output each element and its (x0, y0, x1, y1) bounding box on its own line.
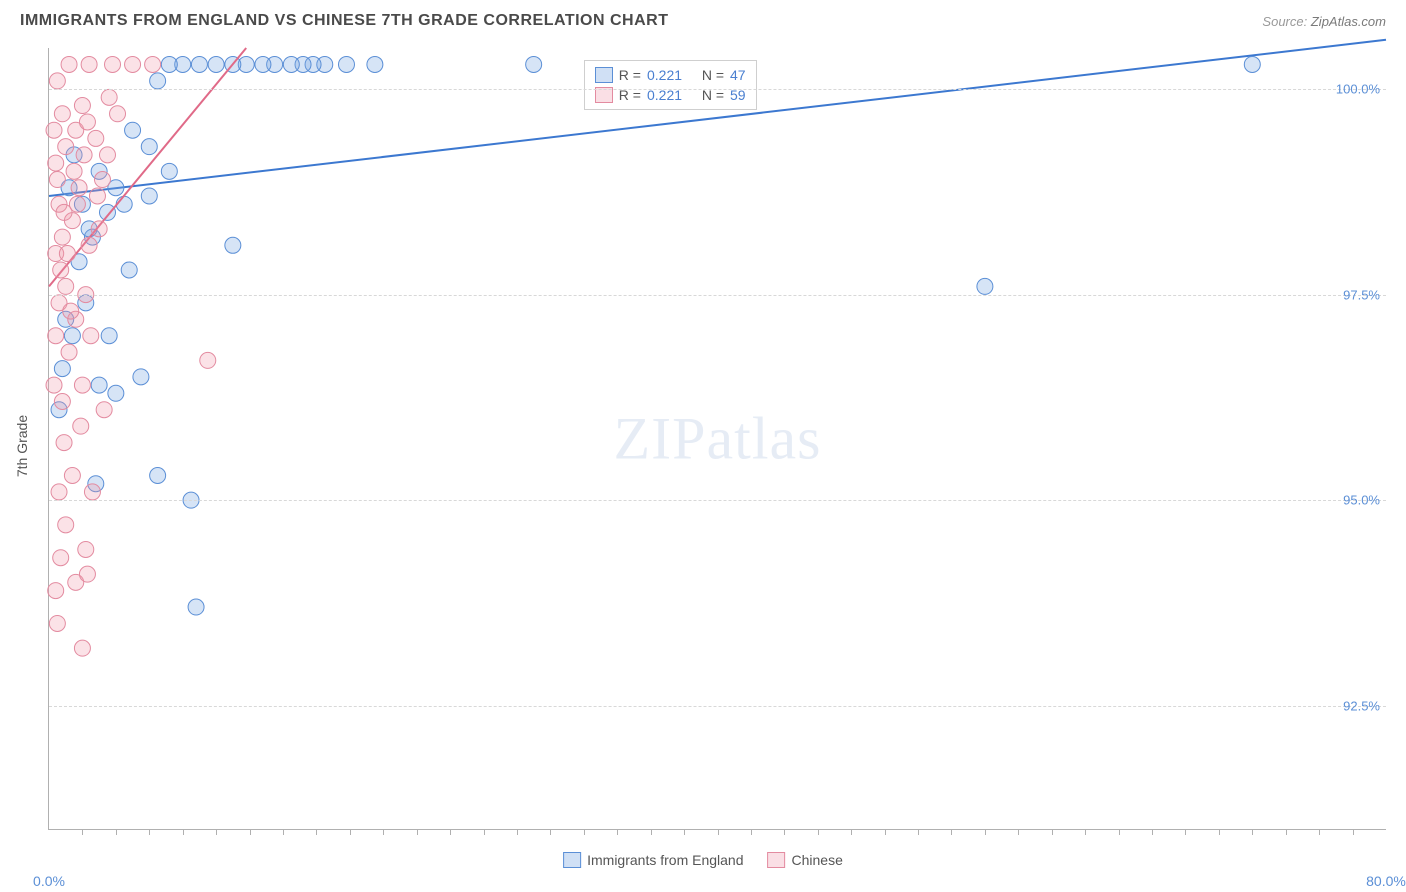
y-tick-label: 100.0% (1336, 82, 1380, 97)
legend-item: Immigrants from England (563, 852, 743, 868)
x-tick-label: 0.0% (33, 873, 65, 889)
correlation-row: R = 0.221 N = 47 (595, 65, 746, 85)
legend-swatch (595, 67, 613, 83)
n-value: 47 (730, 67, 746, 83)
source-label: Source: (1262, 14, 1307, 29)
y-tick-label: 92.5% (1343, 698, 1380, 713)
n-label: N = (702, 67, 724, 83)
y-axis-label: 7th Grade (14, 415, 30, 477)
correlation-row: R = 0.221 N = 59 (595, 85, 746, 105)
correlation-legend: R = 0.221 N = 47 R = 0.221 N = 59 (584, 60, 757, 110)
source-credit: Source: ZipAtlas.com (1262, 14, 1386, 29)
chart-plot-area: ZIPatlas R = 0.221 N = 47 R = 0.221 N = … (48, 48, 1386, 830)
legend-item: Chinese (768, 852, 843, 868)
legend-label: Immigrants from England (587, 852, 743, 868)
x-tick-label: 80.0% (1366, 873, 1406, 889)
y-tick-label: 95.0% (1343, 493, 1380, 508)
r-label: R = (619, 67, 641, 83)
chart-header: IMMIGRANTS FROM ENGLAND VS CHINESE 7TH G… (0, 0, 1406, 38)
legend-swatch (768, 852, 786, 868)
r-value: 0.221 (647, 67, 682, 83)
legend-swatch (563, 852, 581, 868)
legend-label: Chinese (792, 852, 843, 868)
source-value: ZipAtlas.com (1311, 14, 1386, 29)
scatter-plot-svg (49, 48, 1386, 829)
y-tick-label: 97.5% (1343, 287, 1380, 302)
bottom-legend: Immigrants from England Chinese (563, 852, 843, 868)
chart-title: IMMIGRANTS FROM ENGLAND VS CHINESE 7TH G… (20, 12, 668, 30)
